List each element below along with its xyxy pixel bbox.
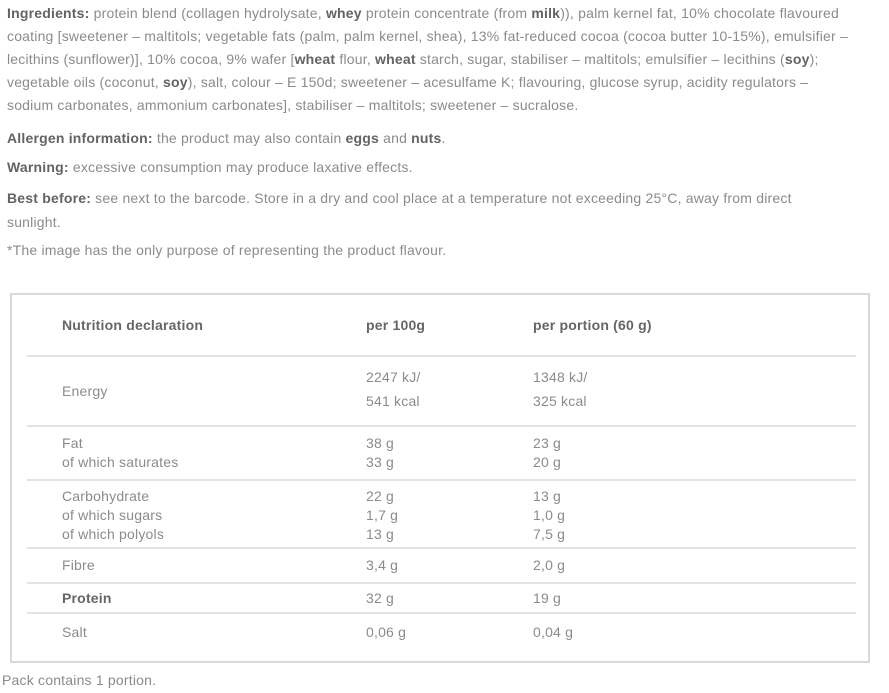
cell-per-portion: 2,0 g (533, 557, 566, 573)
cell-per-100g: 32 g (366, 589, 395, 606)
cell-label: Fibre (62, 557, 95, 573)
warning-text: Warning: excessive consumption may produ… (7, 159, 413, 175)
cell-label: Salt (62, 624, 87, 640)
cell-per-portion: 0,04 g (533, 624, 574, 640)
image-disclaimer-text: *The image has the only purpose of repre… (7, 242, 447, 258)
nutrition-row-carbohydrate: Carbohydrate of which sugars of which poly… (27, 481, 856, 549)
nutrition-table: Nutrition declaration per 100g per porti… (10, 293, 870, 663)
cell-per-portion: 13 g 1,0 g 7,5 g (533, 488, 566, 542)
nutrition-table-header: Nutrition declaration per 100g per porti… (27, 295, 856, 357)
cell-label: Fat of which saturates (62, 435, 179, 470)
cell-per-100g: 3,4 g (366, 557, 399, 573)
cell-per-portion: 19 g (533, 589, 562, 606)
ingredients-text: Ingredients: protein blend (collagen hyd… (7, 5, 848, 113)
header-nutrition-declaration: Nutrition declaration (62, 316, 204, 333)
nutrition-row-energy: Energy 2247 kJ/541 kcal 1348 kJ/325 kcal (27, 357, 856, 427)
header-per-100g: per 100g (366, 316, 426, 333)
cell-per-100g: 2247 kJ/541 kcal (366, 369, 421, 409)
cell-per-100g: 0,06 g (366, 624, 407, 640)
nutrition-row-fibre: Fibre 3,4 g 2,0 g (27, 549, 856, 584)
nutrition-row-salt: Salt 0,06 g 0,04 g (27, 614, 856, 661)
cell-per-portion: 23 g 20 g (533, 435, 562, 470)
best-before-text: Best before: see next to the barcode. St… (7, 190, 792, 230)
cell-label: Carbohydrate of which sugars of which poly… (62, 488, 165, 542)
cell-per-portion: 1348 kJ/325 kcal (533, 369, 588, 409)
cell-label: Protein (62, 589, 112, 606)
cell-per-100g: 22 g 1,7 g 13 g (366, 488, 399, 542)
cell-per-100g: 38 g 33 g (366, 435, 395, 470)
cell-label: Energy (62, 383, 108, 399)
nutrition-row-protein: Protein 32 g 19 g (27, 584, 856, 614)
nutrition-row-fat: Fat of which saturates 38 g 33 g 23 g 20 g (27, 427, 856, 481)
allergen-info-text: Allergen information: the product may al… (7, 130, 446, 146)
pack-note: Pack contains 1 portion. (2, 672, 157, 688)
header-per-portion: per portion (60 g) (533, 316, 652, 333)
